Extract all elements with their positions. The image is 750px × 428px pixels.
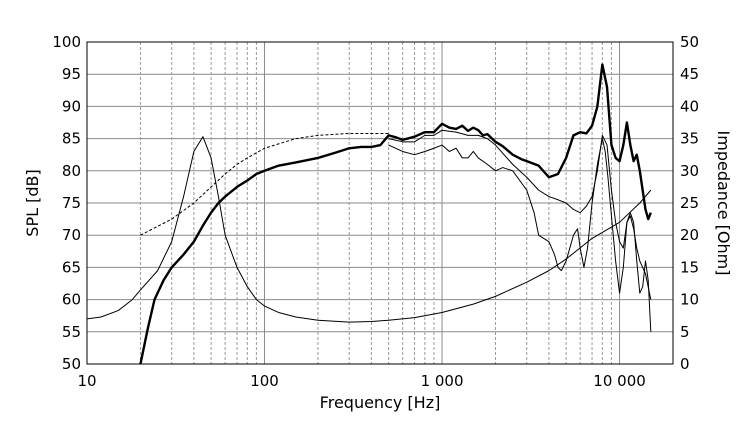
- y-tick-label: 60: [62, 291, 81, 309]
- x-axis-title: Frequency [Hz]: [320, 393, 441, 412]
- y-axis-title: SPL [dB]: [23, 169, 42, 236]
- y2-tick-label: 35: [680, 130, 699, 148]
- y2-tick-label: 15: [680, 258, 699, 276]
- y2-tick-label: 25: [680, 194, 699, 212]
- y2-tick-label: 50: [680, 33, 699, 51]
- x-tick-label: 1 000: [421, 372, 464, 390]
- x-tick-label: 100: [250, 372, 279, 390]
- y2-tick-label: 0: [680, 355, 690, 373]
- series-line-5: [86, 136, 652, 323]
- y2-tick-label: 20: [680, 226, 699, 244]
- y-tick-label: 95: [62, 65, 81, 83]
- y2-tick-label: 10: [680, 291, 699, 309]
- y-tick-label: 100: [52, 33, 81, 51]
- x-tick-label: 10: [77, 372, 96, 390]
- y-tick-label: 55: [62, 323, 81, 341]
- series-line-3: [388, 138, 652, 332]
- series-line-1: [139, 63, 652, 365]
- x-tick-label: 10 000: [593, 372, 646, 390]
- y2-tick-label: 40: [680, 97, 699, 115]
- series-group: [86, 63, 652, 365]
- y2-tick-label: 30: [680, 162, 699, 180]
- tick-labels: 50 55 60 65 70 75 80 85 90 95 100 0 5 10 15 20 25 30 35 40 4…: [52, 33, 699, 390]
- y-tick-label: 50: [62, 355, 81, 373]
- y-tick-label: 85: [62, 130, 81, 148]
- y-tick-label: 65: [62, 258, 81, 276]
- y-tick-label: 80: [62, 162, 81, 180]
- y-tick-label: 70: [62, 226, 81, 244]
- series-line-4: [140, 132, 389, 236]
- y2-tick-label: 45: [680, 65, 699, 83]
- plot-frame: [86, 41, 674, 365]
- y2-axis-title: Impedance [Ohm]: [714, 131, 733, 276]
- y-tick-label: 90: [62, 97, 81, 115]
- y-tick-label: 75: [62, 194, 81, 212]
- y2-tick-label: 5: [680, 323, 690, 341]
